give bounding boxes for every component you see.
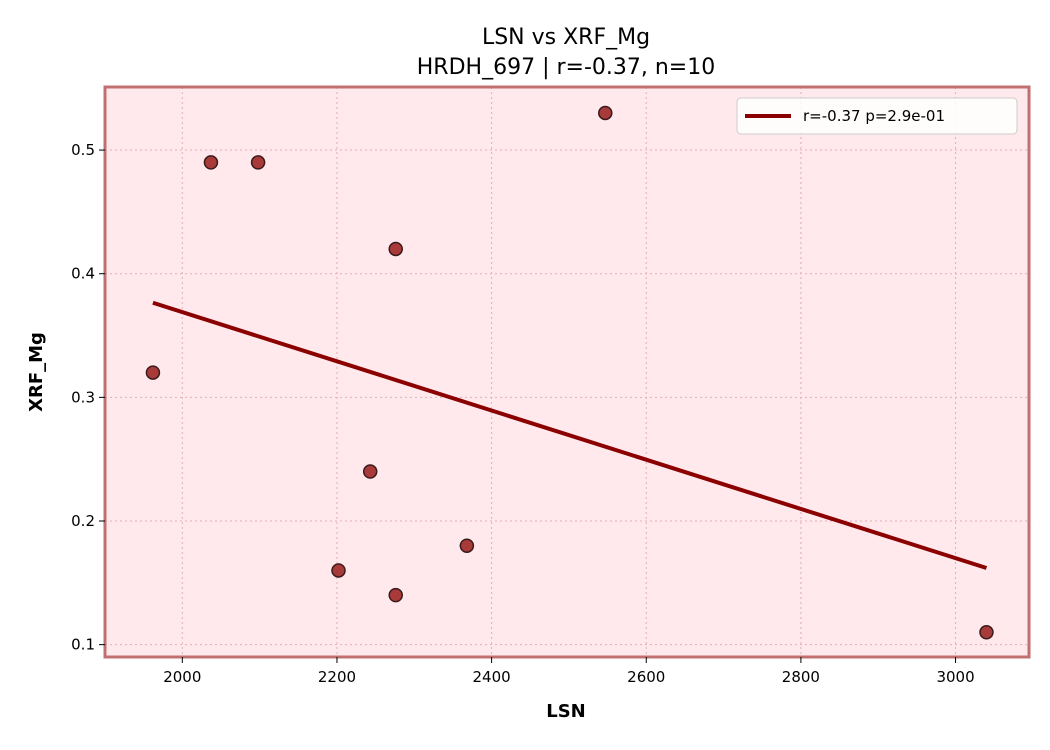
chart-title: LSN vs XRF_Mg — [482, 25, 650, 50]
y-tick-label: 0.2 — [71, 512, 95, 530]
y-tick-label: 0.5 — [71, 141, 95, 159]
y-tick-label: 0.4 — [71, 265, 95, 283]
x-axis-label: LSN — [546, 701, 586, 722]
fit-line — [152, 300, 988, 570]
legend: r=-0.37 p=2.9e-01 — [736, 97, 1018, 135]
points-group — [145, 105, 994, 640]
chart-subtitle: HRDH_697 | r=-0.37, n=10 — [417, 55, 715, 80]
y-tick-label: 0.3 — [71, 388, 95, 406]
data-point — [388, 241, 403, 257]
y-axis-label: XRF_Mg — [26, 332, 47, 412]
x-tick-label: 3000 — [936, 668, 974, 686]
fit-line-group — [152, 300, 988, 570]
x-tick-label: 2400 — [473, 668, 511, 686]
legend-label: r=-0.37 p=2.9e-01 — [803, 107, 945, 125]
x-tick-label: 2800 — [782, 668, 820, 686]
data-point — [362, 464, 378, 479]
plot-area — [105, 87, 1029, 657]
data-point — [388, 587, 403, 603]
data-point — [331, 563, 346, 578]
x-tick-label: 2200 — [318, 668, 356, 686]
grid — [105, 87, 1029, 657]
data-point — [250, 155, 266, 170]
data-point — [145, 365, 161, 380]
data-point — [459, 538, 475, 553]
x-tick-label: 2600 — [627, 668, 665, 686]
y-tick-label: 0.1 — [71, 636, 95, 654]
data-point — [979, 625, 994, 640]
plot-border — [103, 85, 1031, 659]
x-tick-label: 2000 — [163, 668, 201, 686]
x-axis-ticks: 2000 2200 2400 2600 2800 3000 — [163, 657, 975, 686]
data-point — [598, 105, 613, 121]
y-axis-ticks: 0.1 0.2 0.3 0.4 0.5 — [71, 141, 105, 654]
legend-box — [736, 97, 1018, 135]
data-point — [203, 155, 219, 170]
